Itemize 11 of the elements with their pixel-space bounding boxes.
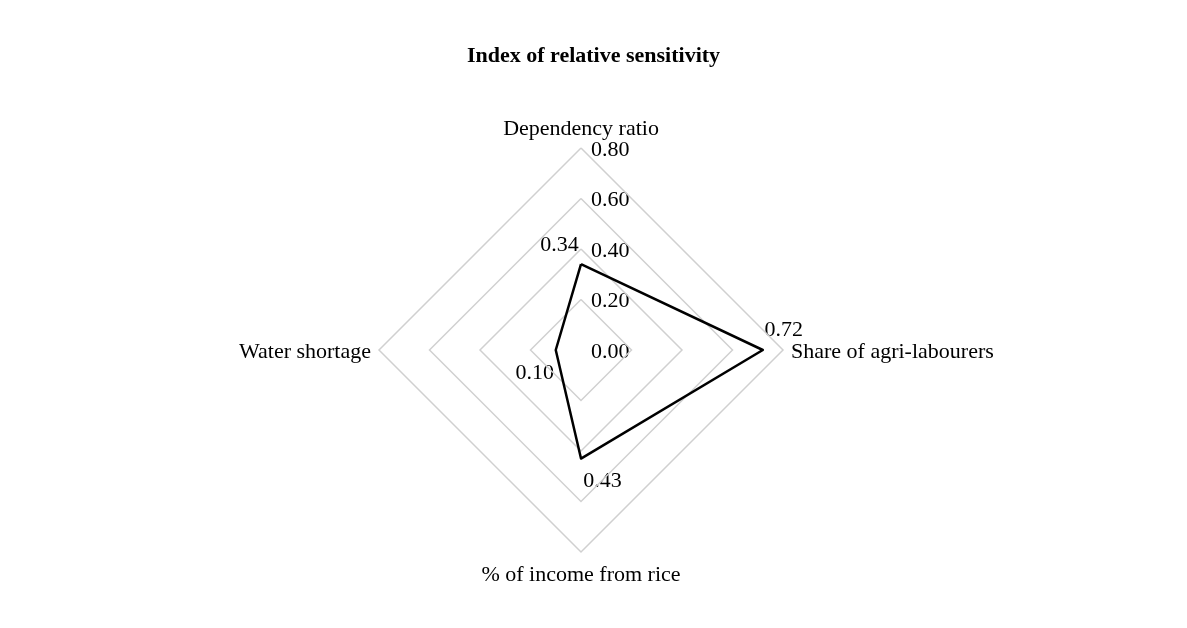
data-label: 0.10 (515, 359, 555, 385)
y-tick-label: 0.20 (591, 287, 630, 312)
spoke-label: Dependency ratio (503, 114, 659, 140)
spoke-label: Water shortage (239, 337, 371, 363)
data-label: 0.34 (540, 230, 579, 256)
y-tick-label: 0.60 (591, 186, 630, 211)
y-tick-label: 0.00 (591, 337, 630, 363)
y-tick-label: 0.40 (591, 236, 630, 262)
spoke-label: % of income from rice (481, 560, 681, 586)
chart-title: Index of relative sensitivity (466, 41, 721, 67)
data-label: 0.43 (583, 466, 622, 492)
